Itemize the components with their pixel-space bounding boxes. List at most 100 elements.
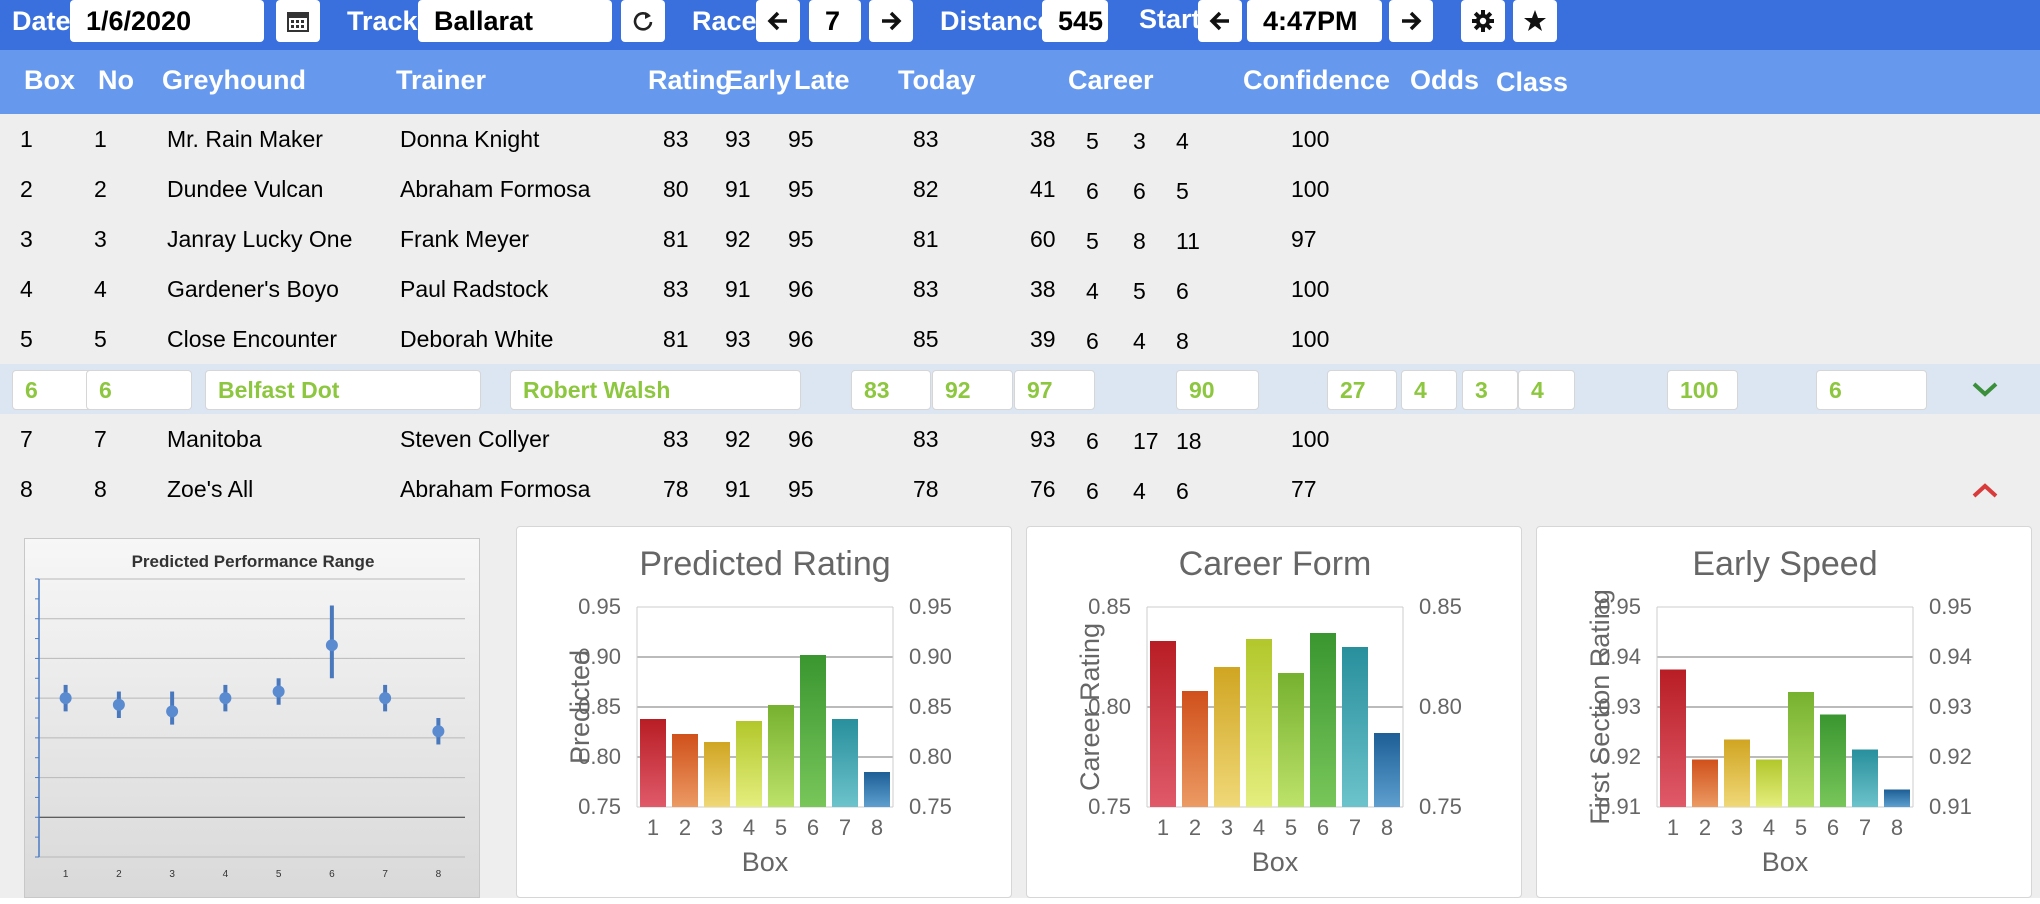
cell-career-wins: 5 — [1086, 228, 1099, 254]
race-prev-button[interactable] — [756, 0, 800, 42]
table-row[interactable]: 2 2 Dundee Vulcan Abraham Formosa 80 91 … — [0, 164, 2040, 214]
col-header-trainer[interactable]: Trainer — [396, 65, 487, 95]
trainer-input[interactable]: Robert Walsh — [510, 370, 801, 410]
bar-box-5 — [768, 705, 794, 807]
cell-no: 5 — [94, 326, 107, 352]
y-axis-label: Career Rating — [1075, 623, 1105, 791]
refresh-button[interactable] — [621, 0, 665, 42]
no-input[interactable]: 6 — [86, 370, 192, 410]
date-field[interactable]: 1/6/2020 — [70, 0, 264, 42]
col-header-today[interactable]: Today — [898, 65, 976, 95]
today-input[interactable]: 90 — [1176, 370, 1259, 410]
x-tick-label: 5 — [1285, 815, 1297, 840]
col-header-rating[interactable]: Rating — [648, 65, 732, 95]
cell-trainer: Deborah White — [400, 326, 554, 352]
cell-box: 1 — [20, 126, 33, 152]
cell-career-seconds: 5 — [1133, 278, 1146, 304]
distance-field[interactable]: 545 — [1042, 0, 1108, 42]
col-header-class[interactable]: Class — [1496, 67, 1569, 97]
cell-no: 3 — [94, 226, 107, 252]
chevron-up-icon[interactable] — [1971, 482, 1999, 500]
cell-career-wins: 5 — [1086, 128, 1099, 154]
table-row[interactable]: 3 3 Janray Lucky One Frank Meyer 81 92 9… — [0, 214, 2040, 264]
table-row[interactable]: 8 8 Zoe's All Abraham Formosa 78 91 95 7… — [0, 464, 2040, 514]
bar-box-2 — [672, 734, 698, 807]
career-wins-input[interactable]: 4 — [1401, 370, 1457, 410]
table-row[interactable]: 5 5 Close Encounter Deborah White 81 93 … — [0, 314, 2040, 364]
col-header-no[interactable]: No — [98, 65, 134, 95]
cell-career-thirds: 18 — [1176, 428, 1202, 454]
cell-career-starts: 41 — [1030, 176, 1056, 202]
col-header-career[interactable]: Career — [1068, 65, 1154, 95]
cell-career-seconds: 17 — [1133, 428, 1159, 454]
greyhound-input[interactable]: Belfast Dot — [205, 370, 481, 410]
box-input[interactable]: 6 — [12, 370, 93, 410]
y2-tick-label: 0.90 — [909, 644, 952, 669]
cell-career-wins: 6 — [1086, 478, 1099, 504]
x-axis-label: Box — [1762, 847, 1809, 877]
x-tick-label: 3 — [169, 869, 175, 880]
range-point-box-1 — [59, 692, 72, 705]
cell-rating: 78 — [663, 476, 689, 502]
table-row[interactable]: 1 1 Mr. Rain Maker Donna Knight 83 93 95… — [0, 114, 2040, 164]
table-row[interactable]: 4 4 Gardener's Boyo Paul Radstock 83 91 … — [0, 264, 2040, 314]
table-row-selected[interactable]: 6 6 Belfast Dot Robert Walsh 83 92 97 90… — [0, 364, 2040, 414]
career-form-panel: Career Form 0.85 0.85 0.80 0.80 0.75 0.75 1 2 3 4 5… — [1026, 526, 1522, 898]
track-label: Track — [347, 6, 418, 36]
y-tick-label: 0.75 — [1088, 794, 1131, 819]
cell-career-seconds: 6 — [1133, 178, 1146, 204]
arrow-left-icon — [767, 11, 787, 31]
bar-box-5 — [1278, 673, 1304, 807]
cell-confidence: 97 — [1291, 226, 1317, 252]
x-tick-label: 6 — [1827, 815, 1839, 840]
early-input[interactable]: 92 — [932, 370, 1013, 410]
y2-tick-label: 0.93 — [1929, 694, 1972, 719]
favorite-button[interactable] — [1513, 0, 1557, 42]
y-axis-label: First Section Rating — [1585, 589, 1615, 825]
confidence-input[interactable]: 100 — [1667, 370, 1738, 410]
col-header-late[interactable]: Late — [794, 65, 850, 95]
cell-confidence: 100 — [1291, 326, 1330, 352]
col-header-box[interactable]: Box — [24, 65, 76, 95]
col-header-early[interactable]: Early — [725, 65, 792, 95]
cell-career-thirds: 11 — [1176, 228, 1200, 254]
start-prev-button[interactable] — [1198, 0, 1242, 42]
start-next-button[interactable] — [1389, 0, 1433, 42]
star-icon — [1524, 10, 1546, 31]
table-row[interactable]: 7 7 Manitoba Steven Collyer 83 92 96 83 … — [0, 414, 2040, 464]
cell-career-starts: 76 — [1030, 476, 1056, 502]
bar-box-8 — [864, 772, 890, 807]
rating-input[interactable]: 83 — [851, 370, 931, 410]
gear-icon — [1472, 10, 1494, 32]
x-tick-label: 2 — [1699, 815, 1711, 840]
date-label: Date — [12, 6, 71, 36]
cell-no: 1 — [94, 126, 107, 152]
race-next-button[interactable] — [869, 0, 913, 42]
y-tick-label: 0.90 — [578, 644, 621, 669]
bar-box-7 — [1852, 749, 1878, 807]
cell-today: 81 — [913, 226, 939, 252]
predicted-performance-range-chart: Predicted Performance Range 1 2 3 4 5 6 7 8 — [24, 538, 480, 898]
cell-confidence: 100 — [1291, 126, 1330, 152]
range-point-box-8 — [432, 725, 445, 738]
col-header-odds[interactable]: Odds — [1410, 65, 1480, 95]
settings-button[interactable] — [1461, 0, 1505, 42]
career-thirds-input[interactable]: 4 — [1518, 370, 1575, 410]
career-seconds-input[interactable]: 3 — [1462, 370, 1518, 410]
cell-confidence: 100 — [1291, 176, 1330, 202]
odds-input[interactable]: 6 — [1816, 370, 1927, 410]
col-header-confidence[interactable]: Confidence — [1243, 65, 1391, 95]
start-time-field[interactable]: 4:47PM — [1247, 0, 1382, 42]
race-field[interactable]: 7 — [809, 0, 861, 42]
cell-career-starts: 60 — [1030, 226, 1056, 252]
y-tick-label: 0.95 — [1598, 594, 1641, 619]
col-header-greyhound[interactable]: Greyhound — [162, 65, 307, 95]
chevron-down-icon[interactable] — [1971, 380, 1999, 398]
y-tick-label: 0.85 — [1088, 594, 1131, 619]
y2-tick-label: 0.80 — [1419, 694, 1462, 719]
career-starts-input[interactable]: 27 — [1327, 370, 1397, 410]
late-input[interactable]: 97 — [1014, 370, 1095, 410]
calendar-button[interactable] — [276, 0, 320, 42]
track-field[interactable]: Ballarat — [418, 0, 612, 42]
runners-table: 1 1 Mr. Rain Maker Donna Knight 83 93 95… — [0, 114, 2040, 512]
